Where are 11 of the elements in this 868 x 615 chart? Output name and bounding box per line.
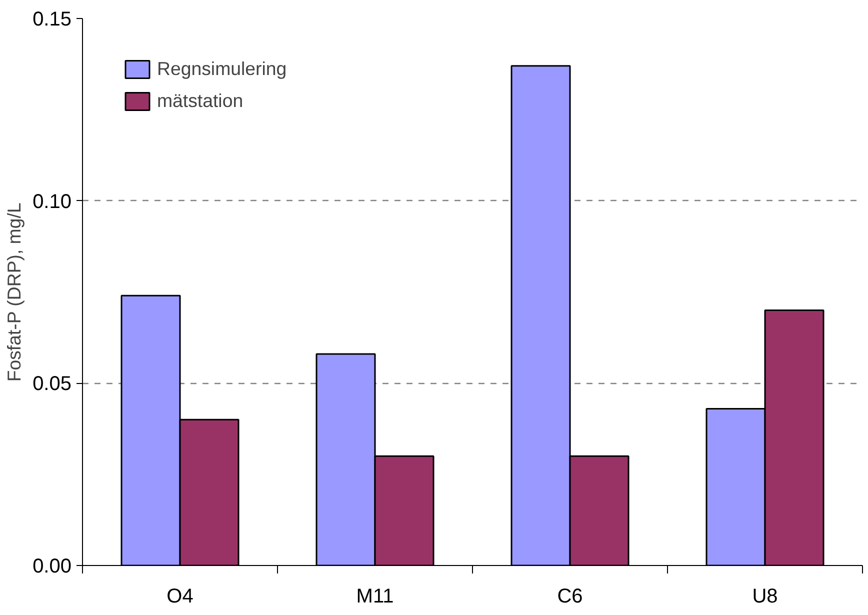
y-tick-label: 0.05 xyxy=(32,373,72,396)
y-tick-label: 0.15 xyxy=(32,8,72,30)
y-tick-label: 0.10 xyxy=(32,190,72,213)
y-tick-label: 0.00 xyxy=(32,556,72,578)
x-tick-label: O4 xyxy=(166,586,194,608)
legend-label: mätstation xyxy=(157,90,244,112)
x-tick-label: C6 xyxy=(557,586,583,608)
x-tick-label: U8 xyxy=(752,586,778,608)
y-axis-title: Fosfat-P (DRP), mg/L xyxy=(4,202,25,382)
x-tick-label: M11 xyxy=(356,586,394,608)
legend-label: Regnsimulering xyxy=(157,58,287,80)
